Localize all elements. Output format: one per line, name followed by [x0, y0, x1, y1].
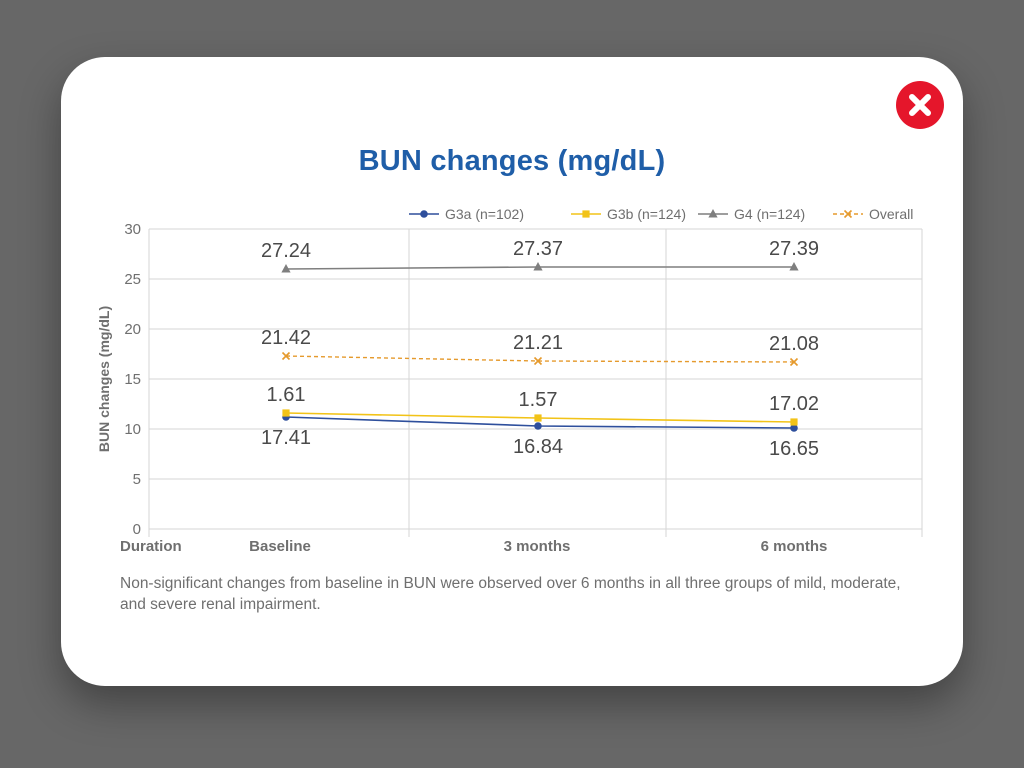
close-icon	[909, 94, 931, 116]
data-label: 1.61	[267, 384, 306, 406]
legend-label: Overall	[869, 206, 913, 222]
y-tick-label: 30	[124, 221, 141, 238]
data-label: 16.65	[769, 438, 819, 460]
data-point	[534, 414, 542, 422]
legend-marker	[708, 209, 718, 218]
y-tick-label: 20	[124, 321, 141, 338]
data-label: 21.08	[769, 333, 819, 355]
y-tick-label: 5	[133, 471, 141, 488]
legend-label: G3a (n=102)	[445, 206, 524, 222]
y-axis-label: BUN changes (mg/dL)	[96, 306, 112, 452]
data-label: 27.24	[261, 240, 311, 262]
close-button[interactable]	[896, 81, 944, 129]
y-tick-label: 15	[124, 371, 141, 388]
data-point	[281, 264, 291, 273]
data-label: 17.02	[769, 393, 819, 415]
y-tick-label: 10	[124, 421, 141, 438]
chart-modal: BUN changes (mg/dL) 0 5 10 15 20 25 30 BUN chan…	[61, 57, 963, 686]
data-point	[281, 351, 291, 361]
data-point	[790, 424, 798, 432]
data-label: 21.42	[261, 327, 311, 349]
data-point	[790, 418, 798, 426]
data-point	[789, 357, 799, 367]
legend-marker	[420, 210, 428, 218]
data-label: 27.37	[513, 238, 563, 260]
legend-label: G3b (n=124)	[607, 206, 686, 222]
data-point	[534, 422, 542, 430]
data-point	[789, 262, 799, 271]
legend-marker	[843, 209, 853, 219]
x-axis-label: Duration	[120, 538, 182, 555]
data-label: 16.84	[513, 436, 563, 458]
legend-marker	[582, 210, 590, 218]
data-label: 17.41	[261, 427, 311, 449]
line-chart: 0 5 10 15 20 25 30 BUN changes (mg/dL) Duration B…	[96, 206, 923, 555]
data-point	[282, 409, 290, 417]
data-label: 21.21	[513, 332, 563, 354]
data-label: 27.39	[769, 238, 819, 260]
data-point	[533, 262, 543, 271]
x-tick-label: 6 months	[761, 538, 828, 555]
chart-title: BUN changes (mg/dL)	[358, 145, 666, 177]
x-tick-label: Baseline	[249, 538, 311, 555]
y-tick-label: 25	[124, 271, 141, 288]
legend-label: G4 (n=124)	[734, 206, 805, 222]
x-tick-label: 3 months	[504, 538, 571, 555]
data-label: 1.57	[519, 389, 558, 411]
y-tick-label: 0	[133, 521, 141, 538]
data-point	[533, 356, 543, 366]
chart-note: Non-significant changes from baseline in…	[120, 575, 901, 613]
